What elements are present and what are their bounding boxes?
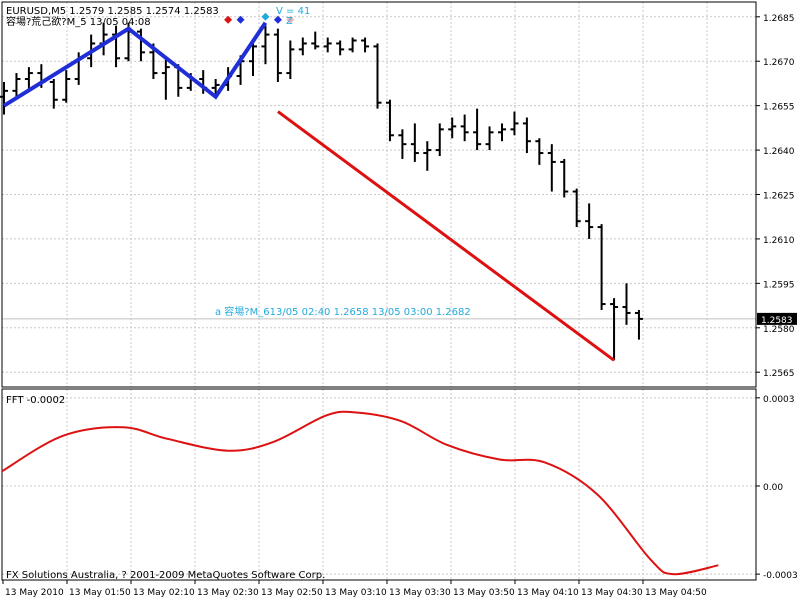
indicator-grid: [2, 389, 756, 580]
indicator-plot-frame: [1, 388, 757, 581]
time-tick-label: 13 May 04:50: [645, 588, 707, 598]
price-axis: 1.2685 1.2670 1.2655 1.2640 1.2625 1.2610 1.25…: [756, 14, 797, 379]
ohlc-bar: [423, 141, 432, 171]
ohlc-bar: [485, 126, 494, 151]
ohlc-bar: [311, 31, 320, 50]
chart-subheader: 容場?荒己欲?M_5 13/05 04:08: [6, 15, 151, 28]
ohlc-bar: [634, 310, 643, 340]
fft-layer: [1, 410, 719, 576]
main-grid: [2, 2, 756, 387]
ohlc-bar: [249, 40, 257, 77]
ohlc-bar: [622, 283, 631, 325]
ohlc-bar: [522, 117, 531, 154]
marker-layer: [224, 12, 295, 24]
ohlc-bar: [286, 40, 295, 79]
ohlc-bar: [62, 70, 71, 103]
ohlc-bar: [398, 129, 407, 159]
price-tick-label: 1.2595: [763, 280, 795, 290]
ohlc-bar: [273, 28, 282, 82]
price-tick-label: 1.2640: [763, 147, 795, 157]
price-tick-label: 1.2655: [763, 103, 795, 113]
ohlc-bar: [572, 188, 581, 228]
ohlc-bar: [460, 114, 469, 142]
time-tick-label: 13 May 04:10: [517, 588, 579, 598]
ohlc-bar: [24, 67, 33, 91]
time-tick-label: 13 May 03:30: [389, 588, 451, 598]
ohlc-bar: [560, 158, 569, 198]
ohlc-bar: [0, 81, 8, 115]
time-tick-label: 13 May 02:30: [197, 588, 259, 598]
fft-tick-label: 0.00: [763, 483, 783, 493]
fft-tick-label: 0.0003: [763, 395, 795, 405]
ohlc-bar: [261, 25, 270, 65]
ohlc-bar: [12, 73, 21, 100]
ohlc-bar: [298, 37, 307, 56]
ohlc-bar: [435, 123, 444, 156]
pattern-marker: [273, 15, 282, 24]
zigzag-line: [2, 21, 268, 108]
fft-line: [1, 410, 719, 576]
pattern-marker: [224, 15, 233, 24]
time-tick-label: 13 May 01:50: [69, 588, 131, 598]
ohlc-bar: [336, 40, 345, 56]
time-tick-label: 13 May 02:10: [133, 588, 195, 598]
ohlc-bar: [49, 79, 58, 109]
fft-axis: 0.0003 0.00 -0.0003: [756, 395, 798, 581]
trend-line: [277, 110, 615, 362]
price-tick-label: 1.2625: [763, 192, 795, 202]
ohlc-bar: [448, 117, 457, 139]
ohlc-bar: [547, 144, 556, 192]
price-tick-label: 1.2610: [763, 236, 795, 246]
time-tick-label: 13 May 04:30: [581, 588, 643, 598]
pattern-marker: [286, 15, 295, 24]
price-tick-label: 1.2565: [763, 369, 795, 379]
fft-tick-label: -0.0003: [763, 571, 798, 581]
time-tick-label: 13 May 03:50: [453, 588, 515, 598]
current-price-label: 1.2583: [761, 316, 793, 326]
trendline-layer: [277, 110, 615, 362]
ohlc-bar: [323, 37, 332, 53]
ohlc-bar: [498, 123, 506, 142]
pattern-annotation: a 容場?M_613/05 02:40 1.2658 13/05 03:00 1…: [215, 305, 471, 318]
ohlc-bar: [361, 37, 370, 53]
ohlc-bar: [410, 123, 419, 162]
pattern-marker: [236, 15, 245, 24]
chart-header: EURUSD,M5 1.2579 1.2585 1.2574 1.2583: [6, 6, 219, 17]
pattern-marker: [261, 12, 270, 21]
current-price-box: [757, 312, 797, 325]
price-tick-label: 1.2670: [763, 58, 795, 68]
ohlc-bar: [473, 108, 482, 151]
ohlc-bar: [348, 37, 357, 53]
fft-label: FFT -0.0002: [6, 395, 65, 406]
ohlc-bar: [385, 99, 394, 142]
ohlc-bar: [535, 138, 544, 165]
ohlc-bar: [136, 28, 145, 62]
ohlc-bar: [510, 111, 519, 136]
copyright-text: FX Solutions Australia, ? 2001-2009 Meta…: [6, 570, 325, 581]
time-tick-label: 13 May 2010: [5, 588, 64, 598]
price-tick-label: 1.2580: [763, 325, 795, 335]
time-tick-label: 13 May 03:10: [325, 588, 387, 598]
ohlc-bar: [373, 43, 382, 109]
zigzag-layer: [2, 21, 268, 108]
ohlc-bar: [585, 203, 594, 239]
pattern-marker-sub: Z: [286, 16, 293, 27]
price-tick-label: 1.2685: [763, 14, 795, 24]
time-axis: 13 May 2010 13 May 01:50 13 May 02:10 13 Ma…: [2, 580, 707, 598]
ohlc-bar: [610, 298, 619, 361]
pattern-marker-label: V = 41: [276, 6, 310, 17]
ohlc-bar: [597, 224, 606, 310]
ohlc-bar: [161, 58, 170, 100]
time-tick-label: 13 May 02:50: [261, 588, 323, 598]
